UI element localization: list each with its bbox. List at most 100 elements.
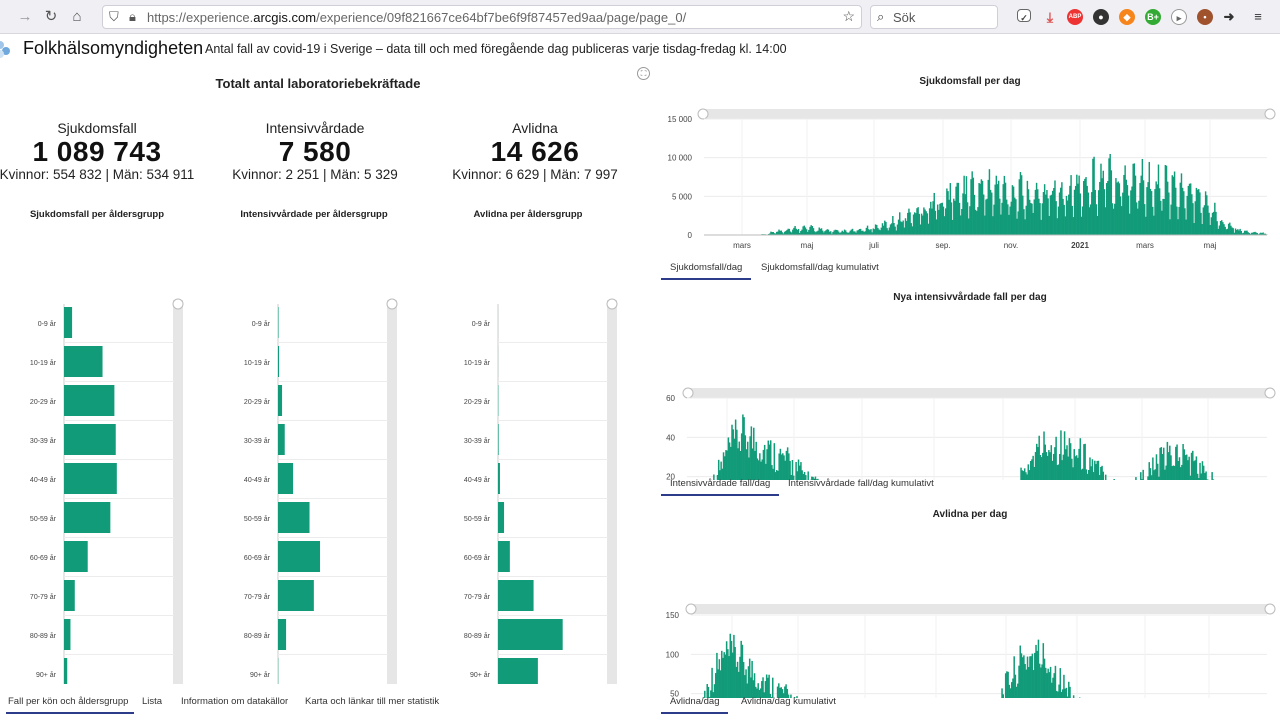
daily-bar: [965, 176, 968, 235]
range-slider[interactable]: [703, 109, 1270, 119]
daily-bar: [1152, 457, 1154, 480]
daily-bar: [1024, 219, 1026, 235]
timeseries-icu: Nya intensivvårdade fall per dag 6040200…: [640, 280, 1280, 498]
daily-bar: [824, 231, 826, 235]
daily-bar: [1080, 469, 1083, 480]
menu-icon[interactable]: ≡: [1254, 9, 1262, 24]
search-input[interactable]: ⌕ Sök: [870, 5, 998, 29]
daily-bar: [736, 429, 738, 480]
daily-bar: [776, 686, 779, 698]
slider-handle-top[interactable]: [386, 298, 398, 310]
home-icon[interactable]: ⌂: [72, 8, 82, 25]
daily-bar: [988, 169, 991, 235]
bookmark-star-icon[interactable]: ☆: [842, 8, 855, 24]
tab-icu-cumulative[interactable]: Intensivvårdade fall/dag kumulativt: [788, 478, 934, 489]
slider-handle-left[interactable]: [682, 387, 694, 399]
slider-handle-left[interactable]: [697, 108, 709, 120]
daily-bar: [755, 441, 757, 480]
daily-bar: [1035, 182, 1038, 235]
daily-bar: [1115, 178, 1117, 235]
daily-bar: [1043, 658, 1046, 698]
daily-bar: [816, 231, 818, 235]
daily-bar: [748, 457, 750, 480]
daily-bar: [908, 208, 910, 235]
daily-bar: [731, 652, 734, 698]
daily-bar: [1108, 158, 1110, 235]
daily-bar: [803, 225, 806, 235]
daily-bar: [1032, 455, 1034, 480]
tab-list[interactable]: Lista: [142, 696, 163, 707]
daily-bar: [769, 233, 771, 235]
daily-bar: [1062, 454, 1065, 480]
expand-icon[interactable]: ⛶: [637, 67, 650, 80]
play-icon[interactable]: ▸: [1171, 9, 1187, 25]
tab-deaths-cumulative[interactable]: Avlidna/dag kumulativt: [741, 696, 836, 707]
slider-handle-left[interactable]: [685, 603, 697, 615]
arrow-icon[interactable]: ➜: [1223, 9, 1235, 24]
daily-bar: [843, 229, 846, 235]
daily-bar: [1149, 468, 1152, 480]
daily-bar: [1184, 208, 1186, 235]
extension-icon[interactable]: ●: [1093, 9, 1109, 25]
range-slider[interactable]: [688, 388, 1270, 398]
adblock-icon[interactable]: ABP: [1067, 9, 1083, 25]
slider-handle-right[interactable]: [1264, 603, 1276, 615]
daily-bar: [733, 634, 735, 698]
tab-cases-cumulative[interactable]: Sjukdomsfall/dag kumulativt: [761, 262, 879, 273]
lock-icon[interactable]: 🔒︎: [129, 9, 136, 24]
daily-bar: [880, 227, 883, 235]
daily-bar: [1089, 204, 1092, 235]
scrollbar-track[interactable]: [173, 300, 183, 684]
scrollbar-track[interactable]: [387, 300, 397, 684]
daily-bar: [895, 230, 898, 235]
daily-bar: [1096, 215, 1099, 235]
daily-bar: [980, 179, 983, 235]
daily-bar: [847, 233, 849, 235]
slider-handle-top[interactable]: [172, 298, 184, 310]
shield-icon[interactable]: ⛉: [109, 9, 119, 24]
daily-bar: [976, 211, 978, 235]
metamask-icon[interactable]: ◆: [1119, 9, 1135, 25]
tab-icu-daily[interactable]: Intensivvårdade fall/dag: [661, 478, 780, 496]
daily-bar: [1198, 477, 1200, 480]
tab-deaths-daily[interactable]: Avlidna/dag: [661, 696, 729, 714]
daily-bar: [1113, 479, 1115, 480]
cookie-icon[interactable]: •: [1197, 9, 1213, 25]
range-slider[interactable]: [691, 604, 1270, 614]
daily-bar: [1096, 460, 1098, 480]
address-bar[interactable]: ⛉ 🔒︎ https://experience.arcgis.com/exper…: [102, 5, 862, 29]
daily-bar: [1031, 459, 1033, 480]
daily-bar: [1175, 446, 1177, 480]
tab-map-links[interactable]: Karta och länkar till mer statistik: [305, 696, 440, 707]
reload-icon[interactable]: ↻: [44, 8, 58, 25]
daily-bar: [753, 673, 756, 698]
slider-handle-right[interactable]: [1264, 108, 1276, 120]
daily-bar: [1067, 456, 1069, 480]
daily-bar: [865, 227, 868, 235]
daily-bar: [803, 471, 806, 480]
daily-bar: [1046, 455, 1049, 480]
daily-bar: [1018, 665, 1020, 698]
download-icon[interactable]: ⤓: [1046, 9, 1054, 25]
forward-icon[interactable]: →: [17, 8, 33, 25]
tab-cases-daily[interactable]: Sjukdomsfall/dag: [661, 262, 752, 280]
slider-handle-top[interactable]: [606, 298, 618, 310]
daily-bar: [1094, 460, 1096, 480]
daily-bar: [877, 227, 879, 235]
daily-bar: [1230, 225, 1232, 235]
bars-group: [754, 153, 1268, 235]
scrollbar-track[interactable]: [607, 300, 617, 684]
daily-bar: [858, 229, 861, 235]
tab-gender-age[interactable]: Fall per kön och åldersgrupp: [6, 696, 135, 714]
daily-bar: [760, 461, 762, 480]
tab-data-sources[interactable]: Information om datakällor: [181, 696, 289, 707]
daily-bar: [1044, 667, 1047, 698]
daily-bar: [739, 656, 741, 698]
daily-bar: [1102, 170, 1105, 235]
daily-bar: [1027, 667, 1030, 698]
slider-handle-right[interactable]: [1264, 387, 1276, 399]
y-tick-label: 100: [666, 650, 680, 659]
pocket-icon[interactable]: ✓: [1017, 9, 1031, 23]
daily-bar: [1150, 191, 1153, 235]
grade-icon[interactable]: B+: [1145, 9, 1161, 25]
